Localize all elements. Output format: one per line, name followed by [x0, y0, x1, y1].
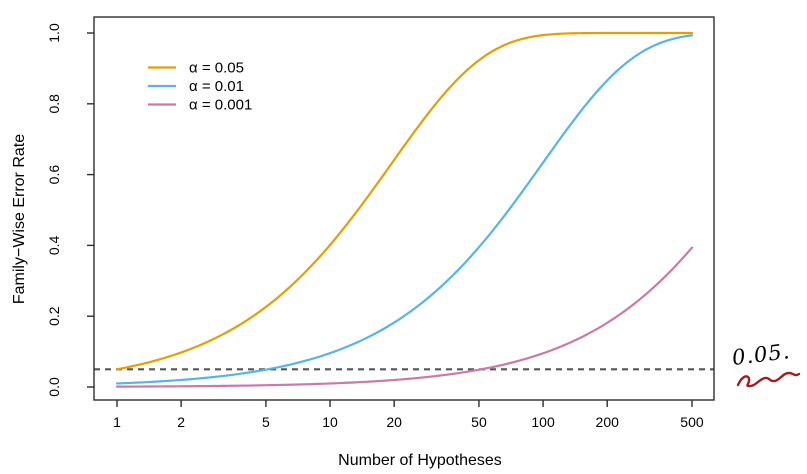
plot-frame	[93, 16, 715, 401]
y-axis-ticks: 0.0 0.2 0.4 0.6 0.8 1.0	[46, 23, 94, 397]
x-tick-label: 100	[531, 414, 555, 430]
fwer-curve-alpha-0-001	[115, 246, 694, 388]
annotation-squiggle-underline	[736, 371, 801, 388]
x-tick-label: 10	[322, 414, 338, 430]
fwer-curve-alpha-0-01	[115, 34, 694, 385]
y-tick-label: 0.4	[46, 235, 62, 255]
fwer-curve-alpha-0-05	[115, 31, 694, 371]
x-tick-label: 5	[262, 414, 270, 430]
y-tick-label: 0.8	[46, 94, 62, 114]
x-tick-label: 50	[471, 414, 487, 430]
y-tick-label: 1.0	[46, 23, 62, 43]
x-tick-label: 1	[113, 414, 121, 430]
x-tick-label: 500	[680, 414, 704, 430]
annotation-text: 0.05.	[731, 339, 792, 370]
x-tick-label: 200	[596, 414, 620, 430]
curves-group	[115, 31, 694, 388]
y-tick-label: 0.2	[46, 306, 62, 326]
x-axis-title: Number of Hypotheses	[338, 452, 502, 469]
y-axis-title: Family−Wise Error Rate	[11, 134, 28, 304]
legend-label-alpha-0-01: α = 0.01	[189, 78, 244, 95]
handwritten-annotation: 0.05.	[731, 339, 801, 388]
y-tick-label: 0.6	[46, 165, 62, 185]
y-tick-label: 0.0	[46, 377, 62, 397]
x-tick-label: 20	[386, 414, 402, 430]
legend-label-alpha-0-001: α = 0.001	[189, 97, 252, 114]
x-tick-label: 2	[177, 414, 185, 430]
legend-label-alpha-0-05: α = 0.05	[189, 60, 244, 77]
legend: α = 0.05α = 0.01 α = 0.001	[148, 60, 252, 114]
x-axis-ticks: 1 2 5 10 20 50 100 200 500	[113, 400, 704, 430]
